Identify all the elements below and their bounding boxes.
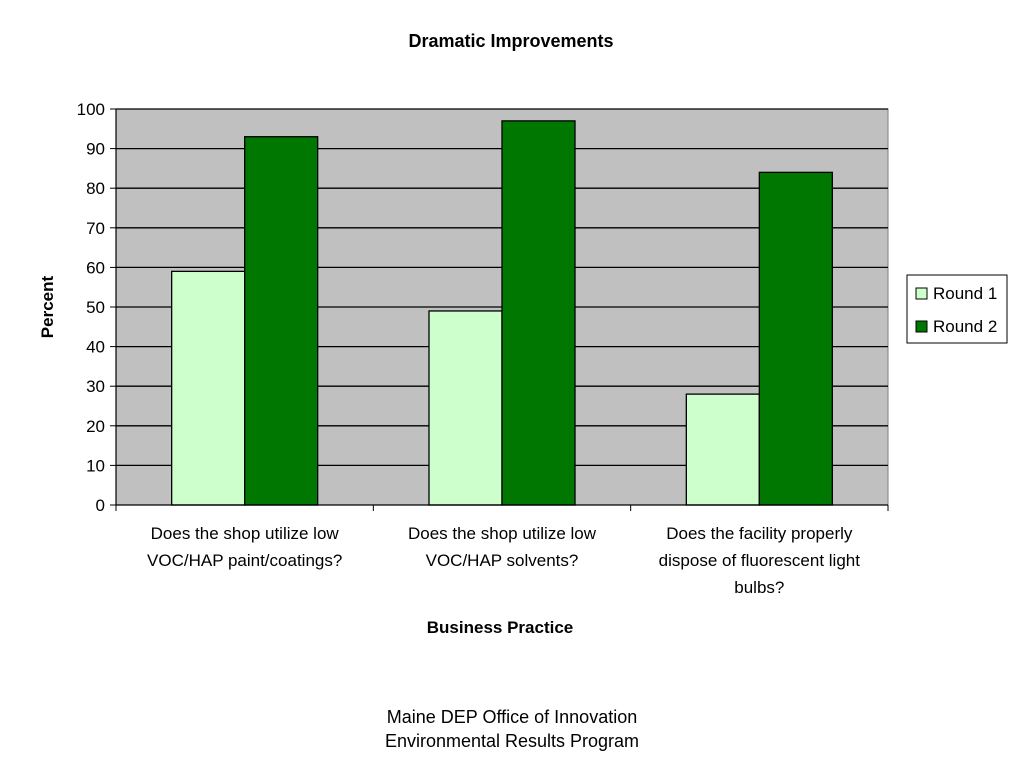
bar-round-1-category-1 [171,270,246,506]
x-tick-label: Does the shop utilize low VOC/HAP solvent… [408,524,597,570]
legend-swatch-round-1 [915,287,928,300]
legend-label-round-1: Round 1 [933,284,997,303]
y-tick-label: 10 [86,456,105,475]
y-tick-labels: 0 10 20 30 40 50 60 70 80 90 100 [77,100,105,515]
x-tick-label: Does the facility properly dispose of flu… [659,524,861,597]
bar-round-2-category-3 [758,171,833,506]
footer-line-1: Maine DEP Office of Innovation [386,707,638,727]
bar-round-1-category-2 [428,310,503,506]
legend: Round 1 Round 2 [906,274,1008,344]
y-tick-label: 80 [86,179,105,198]
footer-line-2: Environmental Results Program [384,731,640,751]
y-tick-label: 50 [86,298,105,317]
y-tick-label: 100 [77,100,105,119]
bar-round-1-category-3 [685,393,760,506]
legend-swatch-round-2 [915,320,928,333]
y-tick-label: 30 [86,377,105,396]
axes [110,108,889,511]
bar-round-2-category-2 [501,120,576,506]
y-tick-label: 20 [86,417,105,436]
legend-label-round-2: Round 2 [933,317,997,336]
x-tick-label: Does the shop utilize low VOC/HAP paint/c… [147,524,342,570]
chart-title: Dramatic Improvements [408,31,613,51]
y-tick-label: 90 [86,140,105,159]
y-axis-label: Percent [38,275,57,338]
y-tick-label: 0 [96,496,105,515]
bar-round-2-category-1 [244,136,319,506]
x-tick-labels: Does the shop utilize low VOC/HAP paint/c… [147,524,860,597]
y-tick-label: 40 [86,338,105,357]
y-tick-label: 70 [86,219,105,238]
y-tick-label: 60 [86,258,105,277]
x-axis-label: Business Practice [427,618,573,637]
